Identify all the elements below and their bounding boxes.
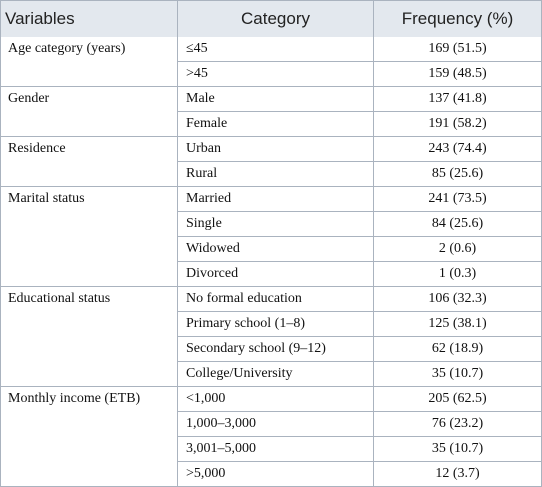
category-cell: 1,000–3,000 bbox=[177, 411, 374, 437]
header-variables: Variables bbox=[0, 0, 178, 37]
frequency-cell: 137 (41.8) bbox=[373, 86, 542, 112]
frequency-cell: 12 (3.7) bbox=[373, 461, 542, 487]
table-row: Rural 85 (25.6) bbox=[1, 161, 542, 187]
frequency-cell: 84 (25.6) bbox=[373, 211, 542, 237]
variable-cell: Educational status bbox=[0, 286, 178, 387]
variable-cell: Gender bbox=[0, 86, 178, 137]
table-row: 3,001–5,000 35 (10.7) bbox=[1, 436, 542, 462]
frequency-cell: 243 (74.4) bbox=[373, 136, 542, 162]
frequency-cell: 2 (0.6) bbox=[373, 236, 542, 262]
table-row: Widowed 2 (0.6) bbox=[1, 236, 542, 262]
category-cell: Married bbox=[177, 186, 374, 212]
category-cell: 3,001–5,000 bbox=[177, 436, 374, 462]
category-cell: Single bbox=[177, 211, 374, 237]
category-cell: Male bbox=[177, 86, 374, 112]
category-cell: Primary school (1–8) bbox=[177, 311, 374, 337]
table-row: Marital status Married 241 (73.5) bbox=[0, 186, 542, 287]
frequency-cell: 241 (73.5) bbox=[373, 186, 542, 212]
table-row: Gender Male 137 (41.8) bbox=[0, 86, 542, 137]
variable-cell: Age category (years) bbox=[0, 37, 178, 87]
table-row: College/University 35 (10.7) bbox=[1, 361, 542, 387]
table-row: Monthly income (ETB) <1,000 205 (62.5) bbox=[0, 386, 542, 487]
frequency-cell: 1 (0.3) bbox=[373, 261, 542, 287]
frequency-cell: 159 (48.5) bbox=[373, 61, 542, 87]
table-row: 1,000–3,000 76 (23.2) bbox=[1, 411, 542, 437]
category-cell: ≤45 bbox=[177, 37, 374, 62]
category-cell: Rural bbox=[177, 161, 374, 187]
table-row: Secondary school (9–12) 62 (18.9) bbox=[1, 336, 542, 362]
table-row: Female 191 (58.2) bbox=[1, 111, 542, 137]
header-row: Variables Category Frequency (%) bbox=[0, 0, 542, 37]
category-cell: >5,000 bbox=[177, 461, 374, 487]
frequency-cell: 191 (58.2) bbox=[373, 111, 542, 137]
frequency-cell: 106 (32.3) bbox=[373, 286, 542, 312]
header-category: Category bbox=[177, 0, 374, 37]
table-row: Divorced 1 (0.3) bbox=[1, 261, 542, 287]
frequency-cell: 205 (62.5) bbox=[373, 386, 542, 412]
category-cell: Widowed bbox=[177, 236, 374, 262]
table-body: Age category (years) ≤45 169 (51.5) >45 159 … bbox=[0, 37, 542, 487]
frequency-cell: 62 (18.9) bbox=[373, 336, 542, 362]
table-row: >5,000 12 (3.7) bbox=[1, 461, 542, 487]
table-row: Primary school (1–8) 125 (38.1) bbox=[1, 311, 542, 337]
category-cell: Female bbox=[177, 111, 374, 137]
category-cell: <1,000 bbox=[177, 386, 374, 412]
category-cell: Divorced bbox=[177, 261, 374, 287]
category-cell: Urban bbox=[177, 136, 374, 162]
table-row: Single 84 (25.6) bbox=[1, 211, 542, 237]
variable-cell: Marital status bbox=[0, 186, 178, 287]
frequency-cell: 76 (23.2) bbox=[373, 411, 542, 437]
category-cell: College/University bbox=[177, 361, 374, 387]
category-cell: No formal education bbox=[177, 286, 374, 312]
frequency-cell: 35 (10.7) bbox=[373, 436, 542, 462]
table-row: Age category (years) ≤45 169 (51.5) bbox=[0, 37, 542, 87]
frequency-cell: 35 (10.7) bbox=[373, 361, 542, 387]
header-frequency: Frequency (%) bbox=[373, 0, 542, 37]
frequency-cell: 169 (51.5) bbox=[373, 37, 542, 62]
frequency-cell: 85 (25.6) bbox=[373, 161, 542, 187]
variable-cell: Residence bbox=[0, 136, 178, 187]
table-row: >45 159 (48.5) bbox=[1, 61, 542, 87]
table-row: Residence Urban 243 (74.4) bbox=[0, 136, 542, 187]
variable-cell: Monthly income (ETB) bbox=[0, 386, 178, 487]
category-cell: Secondary school (9–12) bbox=[177, 336, 374, 362]
frequency-cell: 125 (38.1) bbox=[373, 311, 542, 337]
table-row: Educational status No formal education 106… bbox=[0, 286, 542, 387]
category-cell: >45 bbox=[177, 61, 374, 87]
